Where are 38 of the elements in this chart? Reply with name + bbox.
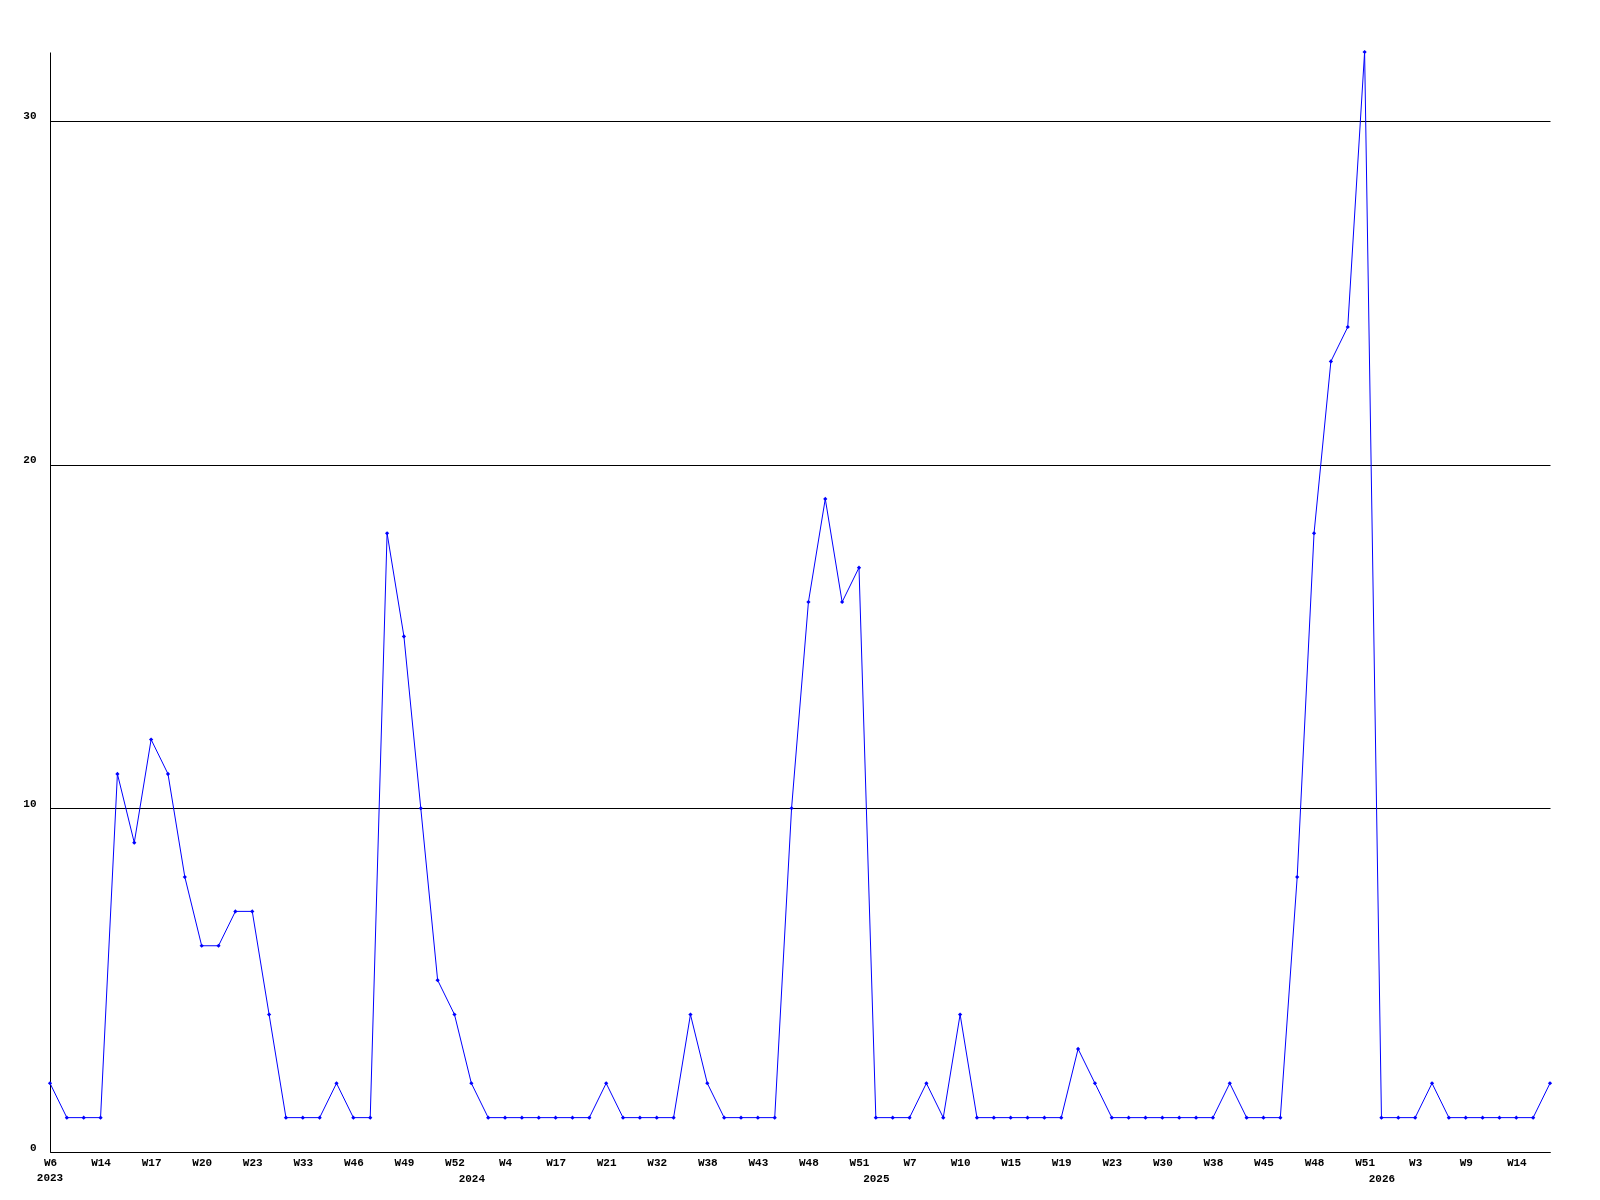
x-tick-label: 2026 — [1368, 1172, 1396, 1185]
x-tick-label: W48 — [799, 1156, 820, 1169]
x-tick-label: W38 — [697, 1156, 719, 1169]
x-tick-label: W30 — [1152, 1156, 1173, 1169]
x-tick-label: W10 — [950, 1156, 971, 1169]
x-tick-label: 2024 — [458, 1172, 486, 1185]
x-tick-label: W17 — [141, 1156, 162, 1169]
x-tick-label: W21 — [596, 1156, 617, 1169]
y-tick-label: 10 — [23, 797, 37, 810]
x-tick-label: W32 — [647, 1156, 668, 1169]
x-tick-label: W9 — [1459, 1156, 1473, 1169]
text: 2023 — [36, 1172, 64, 1184]
x-tick-label: W51 — [1355, 1156, 1376, 1169]
x-tick-label: W49 — [394, 1156, 415, 1169]
x-tick-label: W43 — [748, 1156, 769, 1169]
x-tick-label: W23 — [242, 1156, 264, 1169]
x-tick-label: W7 — [903, 1156, 917, 1169]
x-tick-label: W33 — [293, 1156, 314, 1169]
x-tick-label: W15 — [1001, 1156, 1022, 1169]
y-tick-label: 30 — [23, 110, 37, 123]
x-tick-label: W14 — [91, 1156, 112, 1169]
x-tick-label: W45 — [1254, 1156, 1275, 1169]
y-tick-label: 20 — [23, 454, 37, 466]
x-tick-label: W3 — [1409, 1156, 1423, 1169]
x-tick-label: W14 — [1506, 1156, 1528, 1169]
x-tick-label: W4 — [498, 1156, 513, 1169]
x-tick-label: W19 — [1051, 1156, 1072, 1169]
x-tick-label: W38 — [1203, 1156, 1224, 1169]
x-tick-label: W20 — [192, 1156, 213, 1169]
x-tick-label: W51 — [849, 1156, 870, 1169]
x-tick-label: 2025 — [863, 1172, 890, 1185]
x-tick-label: W52 — [445, 1156, 465, 1169]
x-tick-label: W46 — [343, 1156, 364, 1169]
x-tick-label: W6 — [43, 1156, 58, 1169]
y-tick-label: 0 — [29, 1141, 37, 1154]
x-tick-label: W17 — [546, 1156, 567, 1169]
x-tick-label: W23 — [1102, 1156, 1123, 1169]
x-tick-label: W48 — [1304, 1156, 1325, 1169]
